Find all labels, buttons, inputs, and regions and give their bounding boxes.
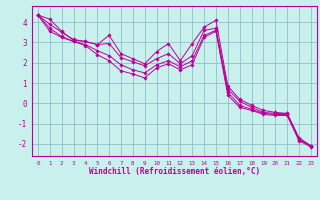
X-axis label: Windchill (Refroidissement éolien,°C): Windchill (Refroidissement éolien,°C) xyxy=(89,167,260,176)
